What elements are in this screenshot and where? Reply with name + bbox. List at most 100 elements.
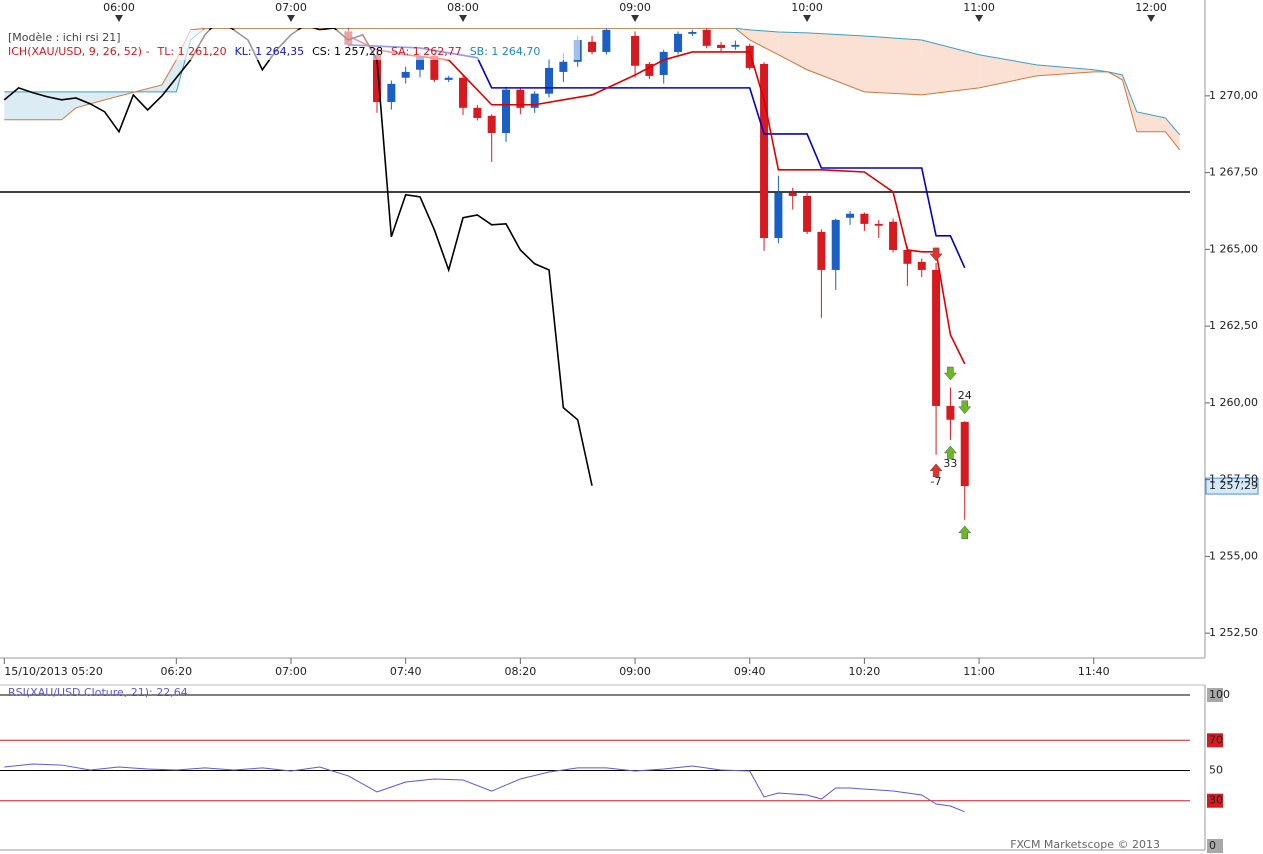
candle-body [817,231,826,270]
x-tick-label: 09:40 [734,665,766,678]
candle-body [731,44,740,47]
x-tick-label: 11:40 [1078,665,1110,678]
x-tick-label: 07:00 [275,665,307,678]
y-tick-label: 1 267,50 [1209,166,1258,179]
y-tick-label-bg [1207,733,1223,748]
x2-tick [803,15,812,22]
cloud-fill [864,35,922,95]
candle-body [831,219,840,270]
candle-body [401,71,410,78]
indicator-line [3,28,593,486]
candle-body [502,89,511,133]
candle-body [717,44,726,48]
x-tick-label: 15/10/2013 05:20 [4,665,103,678]
signal-label: 24 [958,389,972,402]
y-tick-label: 1 262,50 [1209,319,1258,332]
candle-body [602,29,611,52]
rsi-line [4,763,965,813]
y-tick-label: 0 [1209,839,1216,852]
x2-tick [459,15,468,22]
legend-model: [Modèle : ichi rsi 21] [8,31,121,44]
cloud-fill [75,91,105,108]
legend-item: SA: 1 262,77 [391,45,462,58]
last-price-box [1205,477,1259,495]
legend-item: ICH(XAU/USD, 9, 26, 52) - [8,45,150,58]
cloud-fill [778,31,808,70]
candle-body [846,213,855,218]
candle-body [473,107,482,118]
candle-body [545,67,554,94]
signal-label: -7 [931,475,942,488]
candle-body [387,83,396,102]
candle-body [860,213,869,224]
legend-item: TL: 1 261,20 [157,45,227,58]
x2-tick [631,15,640,22]
x2-tick-label: 07:00 [275,1,307,14]
signal-arrow [929,463,943,478]
candle-body [702,29,711,46]
candle-body [803,195,812,232]
candle-body [645,63,654,76]
indicator-line [347,35,966,365]
candle-body [874,223,883,226]
signal-arrow [943,366,957,381]
x-tick-label: 06:20 [160,665,192,678]
cloud-fill [4,91,62,120]
candle-body [444,77,453,80]
cloud-fill [749,29,779,55]
y-tick-label-bg [1207,763,1223,778]
legend-item: CS: 1 257,28 [312,45,383,58]
x-tick-label: 10:20 [849,665,881,678]
candle-body [760,63,769,238]
x2-tick-label: 10:00 [791,1,823,14]
cloud-fill [161,59,177,92]
x-tick-label: 11:00 [963,665,995,678]
y-tick-label-bg [1207,688,1223,702]
legend-box [4,30,580,60]
x2-tick-label: 08:00 [447,1,479,14]
y-tick-label: 1 260,00 [1209,396,1258,409]
y-tick-label: 70 [1209,733,1223,746]
last-price-label: 1 257,29 [1209,479,1258,492]
candle-body [745,45,754,68]
candle-body [932,269,941,406]
candle-body [917,261,926,270]
x-tick-label: 07:40 [390,665,422,678]
candle-body [459,77,468,108]
candle-body [889,221,898,250]
x-tick-label: 09:00 [619,665,651,678]
x2-tick [975,15,984,22]
x2-tick-label: 11:00 [963,1,995,14]
y-tick-label-bg [1207,839,1223,853]
x2-tick [287,15,296,22]
x2-tick-label: 06:00 [103,1,135,14]
y-tick-label: 100 [1209,688,1230,701]
y-tick-label: 1 257,50 [1209,473,1258,486]
x2-tick-label: 09:00 [619,1,651,14]
y-tick-label: 30 [1209,794,1223,807]
overlay: 24 33-7 1 257,29 [Modèle : ichi rsi 21]ICH(… [4,30,1259,540]
candle-body [487,115,496,133]
cloud-fill [979,54,1037,88]
candle-body [946,405,955,420]
x2-tick [114,15,123,22]
candle-body [788,192,797,196]
cloud-span-b [4,28,1181,151]
cloud-fill [921,39,980,95]
legend-item: SB: 1 264,70 [470,45,541,58]
candle-body [559,61,568,72]
candle-body [688,31,697,34]
candle-body [774,192,783,238]
y-tick-label: 50 [1209,764,1223,777]
signal-arrow [943,445,957,460]
candle-body [588,41,597,52]
footer: FXCM Marketscope © 2013 [1010,838,1160,851]
y-tick-label: 1 252,50 [1209,626,1258,639]
cloud-fill [807,32,865,92]
x2-tick [1147,15,1156,22]
y-tick-label: 1 265,00 [1209,242,1258,255]
candle-body [430,55,439,80]
candle-body [960,421,969,487]
